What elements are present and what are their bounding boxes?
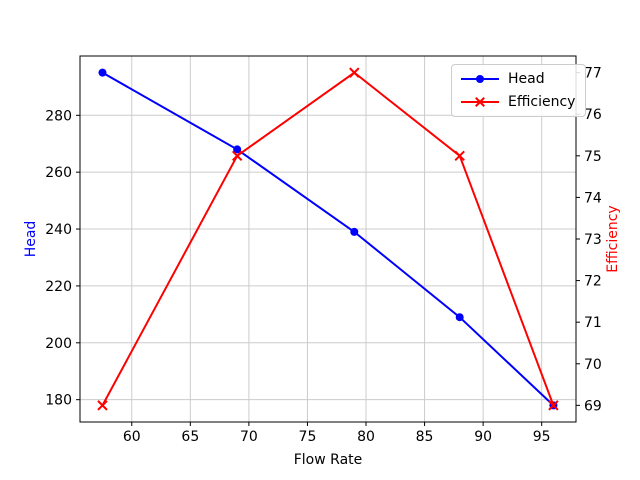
head-series-markers [98, 68, 558, 410]
right-axis-title: Efficiency [605, 205, 621, 273]
left-y-tick-label-180: 180 [45, 393, 72, 409]
x-tick-label-90: 90 [474, 429, 492, 445]
efficiency-marker [97, 400, 108, 411]
head-line-sample [461, 72, 499, 86]
right-y-tick-label-74: 74 [584, 190, 602, 206]
x-tick-label-85: 85 [416, 429, 434, 445]
right-y-tick-label-72: 72 [584, 274, 602, 290]
right-y-tick-label-73: 73 [584, 232, 602, 248]
right-y-tick-label-75: 75 [584, 149, 602, 165]
circle-marker-icon [476, 75, 484, 83]
left-y-tick-label-200: 200 [45, 336, 72, 352]
x-tick-label-65: 65 [181, 429, 199, 445]
left-y-tick-label-220: 220 [45, 279, 72, 295]
left-axis-title: Head [23, 220, 39, 258]
head-series-line [101, 71, 555, 407]
x-marker-icon [475, 97, 485, 107]
right-y-tick-label-69: 69 [584, 398, 602, 414]
head-marker [233, 145, 242, 154]
left-y-tick-label-240: 240 [45, 222, 72, 238]
tick-labels: 60 65 70 75 80 85 90 95 180 200 220 240 260 280 69 70 71… [45, 66, 602, 445]
left-y-tick-label-280: 280 [45, 108, 72, 124]
x-tick-label-80: 80 [357, 429, 375, 445]
efficiency-series-markers [97, 67, 559, 411]
right-y-tick-label-76: 76 [584, 107, 602, 123]
efficiency-marker [548, 400, 559, 411]
efficiency-marker [231, 150, 243, 162]
efficiency-series-line [101, 71, 555, 406]
right-y-tick-label-70: 70 [584, 357, 602, 373]
efficiency-marker [349, 67, 360, 78]
head-marker [455, 313, 464, 322]
head-marker [98, 68, 107, 77]
legend-label-efficiency: Efficiency [508, 94, 576, 110]
x-axis-title: Flow Rate [293, 452, 363, 468]
x-tick-label-70: 70 [240, 429, 258, 445]
right-y-tick-label-71: 71 [584, 315, 602, 331]
left-y-tick-label-260: 260 [45, 165, 72, 181]
efficiency-line-sample [461, 95, 499, 109]
x-tick-label-75: 75 [299, 429, 317, 445]
efficiency-marker [454, 150, 465, 162]
x-tick-label-95: 95 [533, 429, 551, 445]
legend-item-head: Head [461, 70, 575, 88]
legend-item-efficiency: Efficiency [461, 93, 575, 111]
x-tick-label-60: 60 [123, 429, 141, 445]
head-marker [350, 227, 359, 236]
legend: Head Efficiency [451, 64, 587, 117]
right-y-tick-label-77: 77 [584, 66, 602, 82]
tick-marks [76, 72, 580, 426]
legend-label-head: Head [508, 71, 545, 87]
